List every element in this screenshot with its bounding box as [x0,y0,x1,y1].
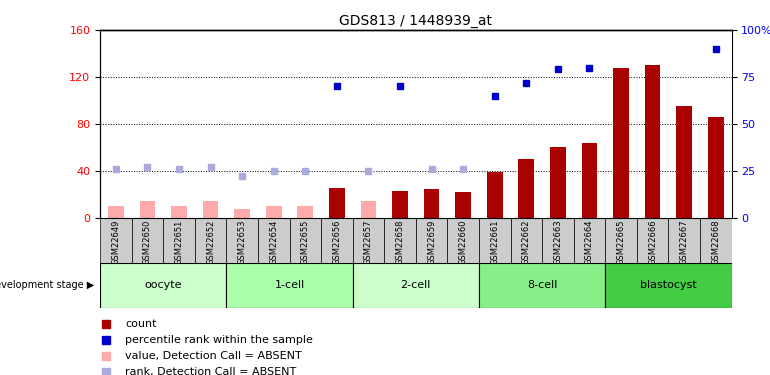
Bar [171,206,187,218]
Bar [195,217,226,262]
Text: GSM22658: GSM22658 [396,220,404,265]
Bar [258,217,290,262]
Text: GSM22650: GSM22650 [143,220,152,265]
Bar [416,217,447,262]
Bar [479,217,511,262]
Bar [297,206,313,218]
Bar [132,217,163,262]
Text: percentile rank within the sample: percentile rank within the sample [126,335,313,345]
Bar [360,201,377,217]
Text: blastocyst: blastocyst [640,280,697,290]
Text: GSM22666: GSM22666 [648,220,657,266]
Text: 1-cell: 1-cell [274,280,305,290]
Text: GSM22660: GSM22660 [459,220,467,265]
Bar [605,217,637,262]
Bar [424,189,440,217]
Bar [700,217,732,262]
Text: development stage ▶: development stage ▶ [0,280,94,290]
Bar [353,262,479,308]
Bar [487,172,503,217]
Text: GSM22651: GSM22651 [175,220,183,265]
Bar [447,217,479,262]
Text: GSM22657: GSM22657 [364,220,373,265]
Bar [321,217,353,262]
Bar [234,209,250,218]
Bar [203,201,219,217]
Text: GSM22668: GSM22668 [711,220,720,266]
Title: GDS813 / 1448939_at: GDS813 / 1448939_at [340,13,492,28]
Text: GSM22667: GSM22667 [680,220,688,266]
Text: GSM22653: GSM22653 [238,220,246,265]
Text: GSM22654: GSM22654 [270,220,278,265]
Bar [613,68,629,218]
Bar [100,262,226,308]
Text: GSM22663: GSM22663 [554,220,562,266]
Bar [455,192,471,217]
Bar [384,217,416,262]
Bar [266,206,282,218]
Text: rank, Detection Call = ABSENT: rank, Detection Call = ABSENT [126,367,296,375]
Bar [226,262,353,308]
Bar [676,106,692,218]
Text: GSM22661: GSM22661 [490,220,499,265]
Text: 2-cell: 2-cell [400,280,431,290]
Text: GSM22664: GSM22664 [585,220,594,265]
Bar [644,65,661,218]
Bar [605,262,732,308]
Text: oocyte: oocyte [145,280,182,290]
Bar [163,217,195,262]
Text: 8-cell: 8-cell [527,280,557,290]
Text: GSM22655: GSM22655 [301,220,310,265]
Bar [581,142,598,218]
Bar [226,217,258,262]
Bar [637,217,668,262]
Bar [329,188,345,218]
Bar [139,201,156,217]
Bar [511,217,542,262]
Bar [542,217,574,262]
Text: GSM22665: GSM22665 [617,220,625,265]
Text: value, Detection Call = ABSENT: value, Detection Call = ABSENT [126,351,302,361]
Bar [290,217,321,262]
Bar [108,206,124,218]
Bar [708,117,724,218]
Text: GSM22652: GSM22652 [206,220,215,265]
Bar [574,217,605,262]
Bar [100,217,132,262]
Bar [550,147,566,218]
Bar [392,190,408,217]
Text: GSM22659: GSM22659 [427,220,436,265]
Bar [353,217,384,262]
Bar [518,159,534,218]
Bar [668,217,700,262]
Text: GSM22649: GSM22649 [112,220,120,265]
Bar [479,262,605,308]
Text: GSM22656: GSM22656 [333,220,341,265]
Text: GSM22662: GSM22662 [522,220,531,265]
Text: count: count [126,319,157,329]
